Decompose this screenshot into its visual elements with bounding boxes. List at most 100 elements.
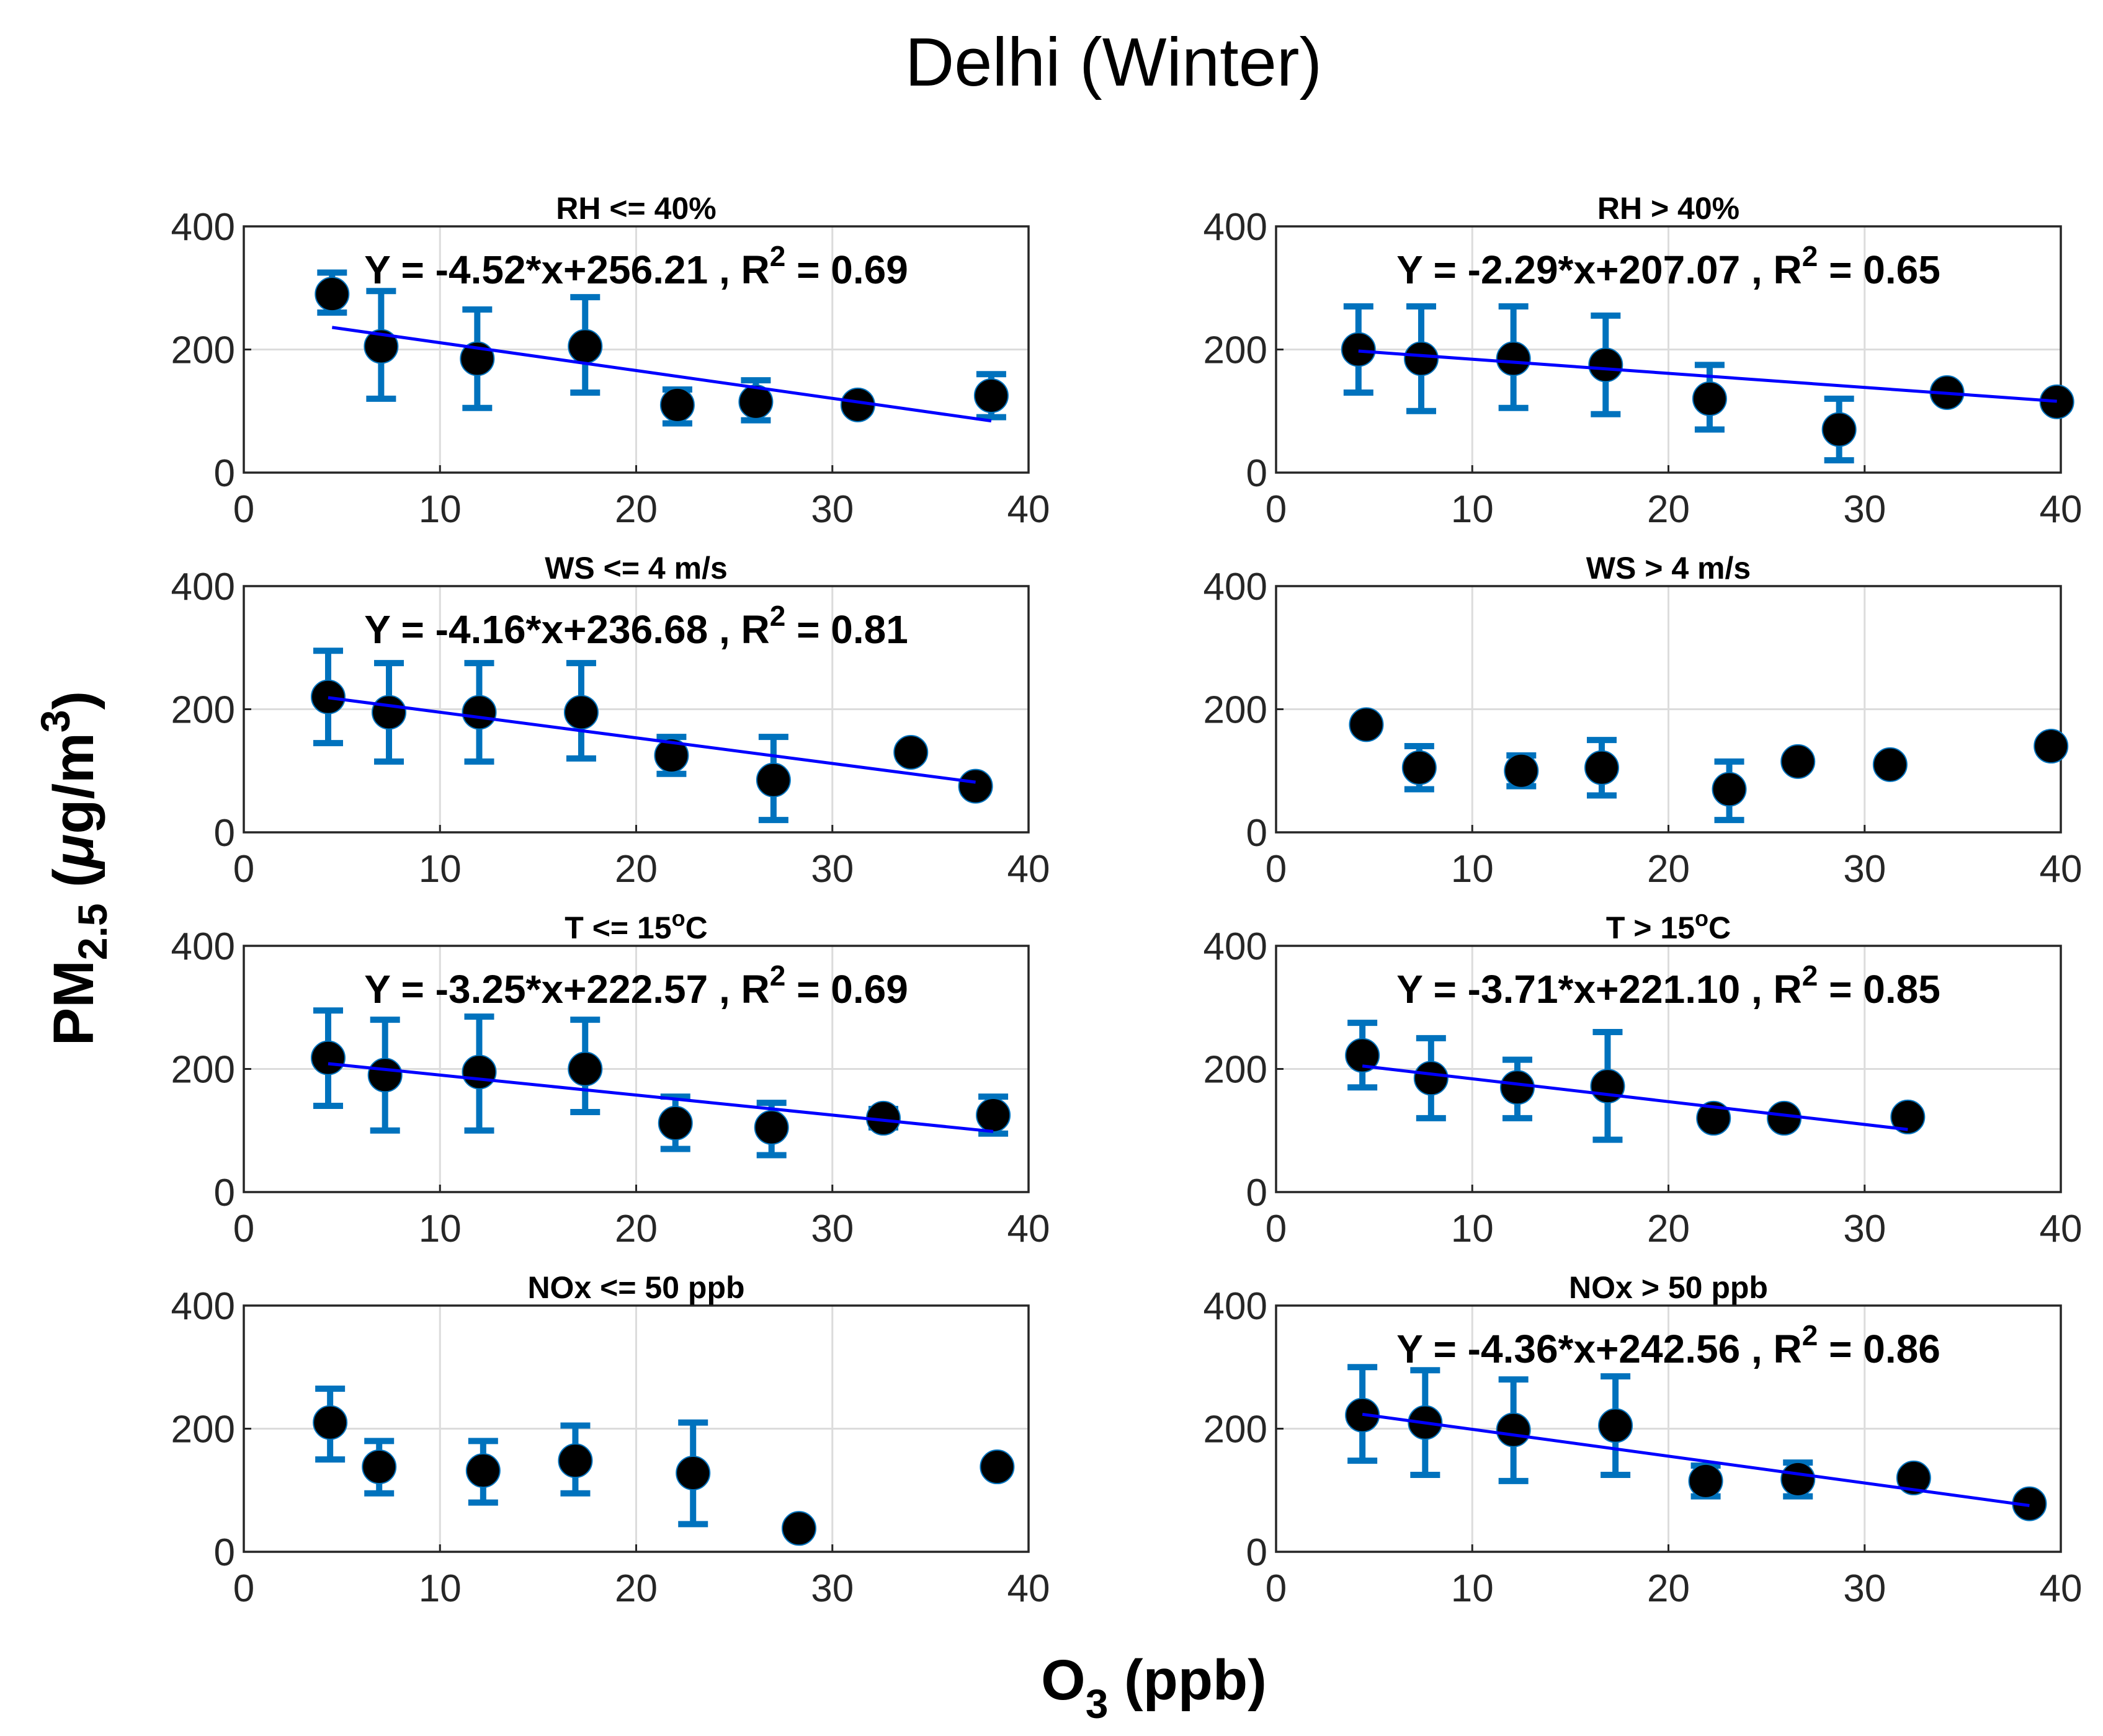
subplot-title-text: NOx > 50 ppb [1569, 1270, 1768, 1305]
equation-base: Y = -3.71*x+221.10 , R [1396, 967, 1802, 1012]
regression-line [1362, 1064, 1908, 1131]
x-tick-label: 0 [1266, 1567, 1287, 1610]
regression-equation: Y = -4.36*x+242.56 , R2 = 0.86 [1396, 1319, 1940, 1371]
x-axis-label-sub: 3 [1086, 1681, 1109, 1727]
x-tick-label: 30 [1843, 1567, 1886, 1610]
regression-equation: Y = -4.16*x+236.68 , R2 = 0.81 [364, 600, 908, 652]
subplot-title: NOx <= 50 ppb [527, 1270, 744, 1305]
figure-title: Delhi (Winter) [905, 24, 1322, 100]
equation-sup: 2 [1802, 959, 1818, 992]
x-tick-label: 20 [615, 848, 658, 891]
y-axis-label: PM2.5 (μg/m3) [32, 691, 115, 1046]
x-tick-label: 10 [419, 1208, 462, 1250]
subplot-title-sup: o [1695, 906, 1708, 931]
data-point [462, 1054, 497, 1090]
data-point [980, 1449, 1015, 1485]
regression-line [328, 696, 976, 784]
equation-tail: = 0.69 [785, 247, 908, 292]
x-tick-label: 10 [1451, 1567, 1494, 1610]
data-point [738, 384, 774, 419]
x-tick-label: 10 [1451, 1208, 1494, 1250]
data-point [372, 695, 407, 730]
y-tick-label: 0 [214, 1172, 235, 1214]
y-tick-label: 400 [171, 566, 235, 608]
x-tick-label: 40 [2040, 1567, 2083, 1610]
subplot-title-tail: C [685, 910, 708, 945]
regression-equation: Y = -2.29*x+207.07 , R2 = 0.65 [1396, 240, 1940, 292]
y-tick-label: 0 [1246, 1172, 1267, 1214]
data-point [568, 1051, 603, 1087]
equation-sup: 2 [1802, 1319, 1818, 1351]
data-point [2039, 384, 2074, 419]
data-point [754, 1110, 789, 1145]
equation-sup: 2 [770, 240, 786, 272]
subplot-title-tail: C [1708, 910, 1731, 945]
x-tick-label: 40 [1007, 1208, 1050, 1250]
regression-equation: Y = -3.71*x+221.10 , R2 = 0.85 [1396, 959, 1940, 1012]
y-tick-label: 0 [1246, 812, 1267, 855]
equation-base: Y = -3.25*x+222.57 , R [364, 967, 770, 1012]
y-tick-label: 200 [171, 1049, 235, 1092]
subplot-title: RH <= 40% [556, 191, 716, 226]
x-tick-label: 10 [419, 1567, 462, 1610]
y-tick-label: 200 [171, 329, 235, 372]
equation-base: Y = -4.52*x+256.21 , R [364, 247, 770, 292]
y-tick-label: 200 [171, 1409, 235, 1451]
data-point [1496, 341, 1531, 376]
data-point [1767, 1100, 1802, 1136]
y-tick-label: 400 [1203, 206, 1267, 249]
x-tick-label: 0 [1266, 848, 1287, 891]
y-axis-label-unit: g/m [42, 732, 105, 834]
subplot-title-text: RH <= 40% [556, 191, 716, 226]
x-tick-label: 30 [1843, 1208, 1886, 1250]
equation-tail: = 0.69 [785, 967, 908, 1012]
data-point [676, 1455, 711, 1490]
data-point [1345, 1038, 1380, 1073]
y-tick-label: 200 [1203, 1049, 1267, 1092]
data-point [1341, 332, 1376, 367]
y-tick-label: 0 [1246, 1531, 1267, 1574]
data-point [976, 1097, 1011, 1133]
y-axis-label-mu: μ [42, 834, 105, 870]
data-point [313, 1405, 348, 1440]
y-axis-label-open: ( [42, 868, 105, 904]
data-point [1590, 1069, 1625, 1104]
data-point [654, 737, 689, 773]
subplot-title: T <= 15oC [565, 906, 707, 945]
data-point [558, 1443, 593, 1479]
y-tick-label: 400 [171, 1285, 235, 1328]
data-point [462, 695, 497, 730]
equation-tail: = 0.86 [1818, 1327, 1940, 1371]
subplot-title-text: T <= 15 [565, 910, 671, 945]
data-point [568, 329, 603, 364]
equation-sup: 2 [770, 959, 786, 992]
x-tick-label: 0 [1266, 488, 1287, 531]
x-tick-label: 40 [2040, 848, 2083, 891]
x-tick-label: 30 [811, 488, 854, 531]
equation-base: Y = -4.16*x+236.68 , R [364, 607, 770, 652]
x-tick-label: 0 [233, 488, 254, 531]
y-axis-label-sup: 3 [32, 710, 78, 732]
data-point [364, 329, 399, 364]
regression-line [328, 1062, 994, 1133]
data-point [973, 378, 1009, 413]
data-point [1896, 1460, 1931, 1495]
data-point [1780, 744, 1816, 779]
y-tick-label: 0 [1246, 452, 1267, 495]
subplot-title: WS > 4 m/s [1586, 551, 1751, 585]
x-axis-label-prefix: O [1041, 1649, 1086, 1712]
x-tick-label: 40 [1007, 848, 1050, 891]
regression-line [1362, 1412, 2030, 1507]
subplot-title: T > 15oC [1606, 906, 1731, 945]
data-point [310, 679, 346, 714]
data-point [1821, 412, 1857, 447]
data-point [893, 734, 929, 770]
data-point [1404, 341, 1439, 376]
equation-tail: = 0.85 [1818, 967, 1940, 1012]
y-tick-label: 400 [171, 206, 235, 249]
